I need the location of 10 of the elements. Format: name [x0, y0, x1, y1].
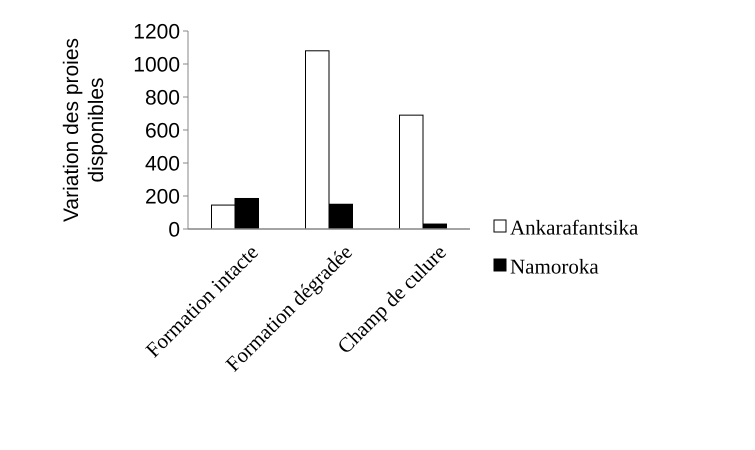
- y-tick-label: 1000: [133, 53, 180, 76]
- y-tick-label: 400: [144, 152, 180, 176]
- y-tick-label: 0: [168, 218, 180, 242]
- y-axis-title: Variation des proies disponibles: [60, 38, 108, 222]
- y-tick-label: 1200: [133, 20, 180, 44]
- y-tick-label: 800: [144, 86, 180, 110]
- legend-label: Namoroka: [510, 254, 600, 278]
- y-tick-label: 600: [144, 119, 180, 142]
- legend-label: Ankarafantsika: [510, 215, 639, 240]
- y-tick-label: 200: [144, 185, 180, 208]
